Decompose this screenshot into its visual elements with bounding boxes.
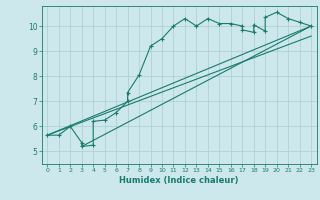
X-axis label: Humidex (Indice chaleur): Humidex (Indice chaleur) [119,176,239,185]
